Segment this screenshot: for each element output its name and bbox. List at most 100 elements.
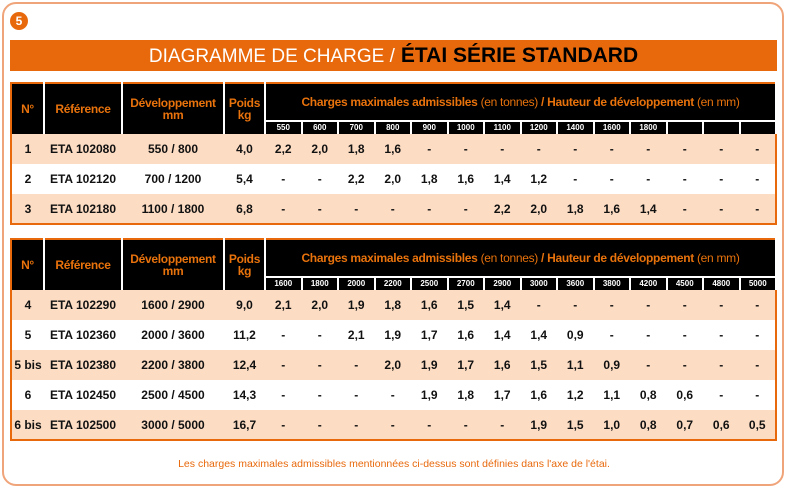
load-value: 1,7 (411, 320, 448, 350)
height-column-header: 700 (338, 120, 376, 134)
table-row: 2 ETA 102120 700 / 1200 5,4- -2,2 2,0 1,8 1,6 1,… (11, 164, 776, 194)
load-value: - (703, 194, 740, 224)
height-column-header (739, 120, 777, 134)
load-value: - (265, 194, 302, 224)
load-value: 2,2 (265, 134, 302, 164)
load-value: - (265, 380, 302, 410)
row-development: 2200 / 3800 (122, 350, 224, 380)
load-value: - (411, 194, 448, 224)
load-value: - (739, 380, 776, 410)
load-value: 1,9 (411, 350, 448, 380)
load-value: - (301, 410, 338, 440)
load-value: - (484, 410, 521, 440)
height-column-header: 3800 (593, 276, 631, 290)
load-value: - (666, 290, 703, 320)
row-weight: 14,3 (224, 380, 265, 410)
height-column-header: 1600 (265, 276, 303, 290)
header-height-unit: (en mm) (696, 251, 740, 265)
row-development: 700 / 1200 (122, 164, 224, 194)
load-value: 1,6 (447, 164, 484, 194)
load-value: 0,5 (739, 410, 776, 440)
load-value: 1,1 (557, 350, 594, 380)
row-reference: ETA 102120 (44, 164, 122, 194)
load-value: 0,9 (593, 350, 630, 380)
height-column-header: 1000 (447, 120, 485, 134)
load-value: 1,4 (520, 320, 557, 350)
row-development: 550 / 800 (122, 134, 224, 164)
row-development: 3000 / 5000 (122, 410, 224, 440)
row-weight: 5,4 (224, 164, 265, 194)
height-column-header: 2700 (447, 276, 485, 290)
load-value: 1,5 (447, 290, 484, 320)
row-weight: 4,0 (224, 134, 265, 164)
load-value: 1,5 (557, 410, 594, 440)
height-column-header: 1100 (484, 120, 522, 134)
load-value: - (374, 194, 411, 224)
load-value: - (301, 164, 338, 194)
load-value: 2,1 (265, 290, 302, 320)
load-value: 0,9 (557, 320, 594, 350)
load-value: - (703, 164, 740, 194)
load-value: - (739, 350, 776, 380)
load-value: - (374, 410, 411, 440)
table-row: 5 ETA 102360 2000 / 3600 11,2- -2,1 1,9 1,7 1,6… (11, 320, 776, 350)
header-charges-label: Charges maximales admissibles (301, 251, 478, 265)
load-value: - (630, 134, 667, 164)
load-value: - (301, 320, 338, 350)
load-value: 1,2 (557, 380, 594, 410)
load-value: 1,9 (338, 290, 375, 320)
row-reference: ETA 102290 (44, 290, 122, 320)
height-column-header (666, 120, 704, 134)
load-value: 1,6 (593, 194, 630, 224)
load-value: 1,9 (374, 320, 411, 350)
load-value: 1,4 (630, 194, 667, 224)
load-value: - (630, 350, 667, 380)
load-value: - (703, 134, 740, 164)
height-column-header: 1200 (520, 120, 558, 134)
height-column-header (703, 120, 741, 134)
load-value: - (593, 320, 630, 350)
load-value: - (703, 350, 740, 380)
load-value: 0,6 (666, 380, 703, 410)
load-value: 1,6 (374, 134, 411, 164)
load-value: - (447, 194, 484, 224)
load-value: - (666, 194, 703, 224)
load-value: - (666, 320, 703, 350)
load-value: 2,0 (301, 134, 338, 164)
load-value: 1,6 (447, 320, 484, 350)
header-no: N° (11, 83, 45, 134)
row-reference: ETA 102500 (44, 410, 122, 440)
row-reference: ETA 102380 (44, 350, 122, 380)
header-development-unit: mm (162, 264, 184, 278)
header-development-label: Développement (130, 252, 216, 266)
row-number: 6 (11, 380, 44, 410)
row-development: 2000 / 3600 (122, 320, 224, 350)
load-value: - (666, 350, 703, 380)
load-value: 1,8 (447, 380, 484, 410)
load-value: 1,7 (447, 350, 484, 380)
row-reference: ETA 102450 (44, 380, 122, 410)
header-development-label: Développement (130, 96, 216, 110)
load-value: - (301, 380, 338, 410)
header-weight-label: Poids (228, 252, 261, 266)
load-value: 2,2 (338, 164, 375, 194)
load-value: 1,8 (557, 194, 594, 224)
table-row: 5 bis ETA 102380 2200 / 3800 12,4- - -2,0 1,9 1… (11, 350, 776, 380)
load-value: - (593, 290, 630, 320)
load-value: - (484, 134, 521, 164)
row-development: 1600 / 2900 (122, 290, 224, 320)
load-value: 1,6 (520, 380, 557, 410)
load-table-1: N° Référence Développement mm Poids kg Charges… (10, 82, 777, 225)
load-value: - (593, 134, 630, 164)
row-number: 2 (11, 164, 44, 194)
load-value: 2,0 (374, 350, 411, 380)
load-table-2: N° Référence Développement mm Poids kg Charges… (10, 238, 777, 441)
load-value: 1,7 (484, 380, 521, 410)
load-value: - (557, 164, 594, 194)
height-column-header: 4500 (666, 276, 704, 290)
load-value: 1,4 (484, 290, 521, 320)
load-value: 0,7 (666, 410, 703, 440)
height-column-header: 3000 (520, 276, 558, 290)
load-value: 1,9 (520, 410, 557, 440)
height-column-header: 5000 (739, 276, 777, 290)
